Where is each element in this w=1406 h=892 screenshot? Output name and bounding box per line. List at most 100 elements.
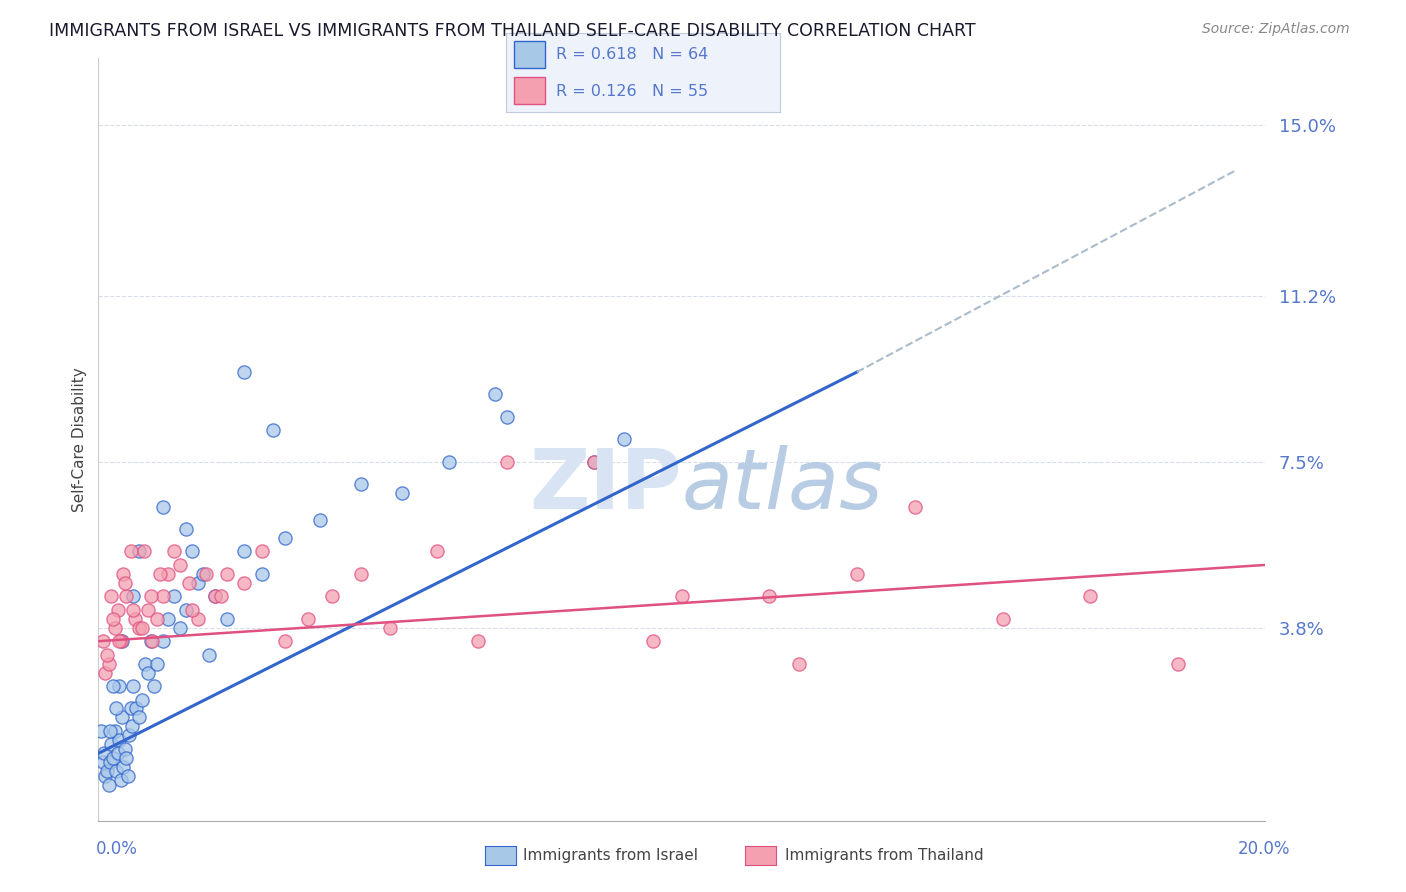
Point (117, 769, 139, 783)
Point (101, 612, 124, 626)
Point (107, 603, 129, 617)
Point (198, 648, 221, 662)
Point (904, 500, 927, 514)
Point (108, 634, 131, 648)
Point (141, 634, 163, 648)
Text: Source: ZipAtlas.com: Source: ZipAtlas.com (1202, 22, 1350, 37)
Point (297, 612, 319, 626)
Point (146, 612, 169, 626)
Point (104, 764, 127, 779)
Point (209, 590, 232, 604)
Point (1080, 590, 1102, 604)
Point (111, 710, 134, 724)
Point (274, 634, 297, 648)
Point (187, 612, 209, 626)
Point (787, 657, 810, 671)
Point (107, 747, 129, 761)
Point (215, 612, 238, 626)
Point (128, 710, 150, 724)
Point (146, 657, 169, 671)
Point (149, 566, 172, 581)
Point (169, 621, 191, 635)
Point (496, 455, 519, 469)
Point (309, 513, 332, 527)
Point (350, 477, 373, 491)
Point (139, 634, 162, 648)
Point (157, 612, 180, 626)
Point (204, 590, 226, 604)
Point (195, 566, 218, 581)
Point (193, 566, 215, 581)
Point (426, 544, 449, 558)
Point (100, 590, 122, 604)
Point (98, 723, 121, 738)
Point (180, 603, 202, 617)
Point (94, 665, 117, 680)
FancyBboxPatch shape (515, 41, 544, 68)
Text: R = 0.126   N = 55: R = 0.126 N = 55 (555, 84, 707, 99)
Point (90, 723, 112, 738)
Point (128, 621, 150, 635)
Point (583, 455, 606, 469)
Point (101, 751, 124, 765)
Point (641, 634, 664, 648)
Point (131, 621, 153, 635)
Point (108, 679, 131, 693)
Text: Immigrants from Thailand: Immigrants from Thailand (785, 848, 983, 863)
Point (613, 433, 636, 447)
Point (139, 590, 162, 604)
Point (122, 679, 145, 693)
Point (163, 590, 186, 604)
Point (108, 732, 131, 747)
Point (115, 751, 138, 765)
Text: R = 0.618   N = 64: R = 0.618 N = 64 (555, 47, 707, 62)
Point (250, 566, 273, 581)
Point (121, 719, 143, 733)
Point (101, 679, 124, 693)
Point (484, 387, 506, 401)
Point (174, 522, 197, 536)
Point (110, 634, 132, 648)
Point (152, 634, 174, 648)
Point (233, 365, 256, 379)
Point (437, 455, 460, 469)
Point (96, 764, 118, 779)
Point (263, 423, 285, 437)
Point (111, 566, 134, 581)
Point (758, 590, 780, 604)
Point (321, 590, 343, 604)
Point (132, 544, 155, 558)
Text: ZIP: ZIP (530, 444, 682, 525)
Point (215, 566, 238, 581)
Point (233, 544, 256, 558)
Point (131, 692, 153, 706)
Point (93, 747, 115, 761)
Point (380, 621, 402, 635)
Point (114, 742, 136, 756)
Point (100, 737, 122, 751)
Point (152, 500, 174, 514)
Point (496, 409, 519, 424)
Point (111, 760, 134, 774)
FancyBboxPatch shape (515, 77, 544, 103)
Point (846, 566, 869, 581)
Point (467, 634, 489, 648)
Point (122, 603, 145, 617)
Text: Immigrants from Israel: Immigrants from Israel (523, 848, 697, 863)
Point (111, 634, 134, 648)
Point (391, 486, 413, 500)
Point (122, 590, 145, 604)
Point (120, 544, 142, 558)
Y-axis label: Self-Care Disability: Self-Care Disability (72, 367, 87, 512)
Point (118, 728, 141, 742)
Point (169, 558, 191, 572)
Text: atlas: atlas (682, 444, 883, 525)
Point (120, 701, 142, 715)
Point (204, 590, 226, 604)
Text: 0.0%: 0.0% (96, 840, 138, 858)
Point (136, 603, 159, 617)
Text: 20.0%: 20.0% (1239, 840, 1291, 858)
Point (152, 590, 174, 604)
Point (671, 590, 693, 604)
Point (128, 544, 150, 558)
